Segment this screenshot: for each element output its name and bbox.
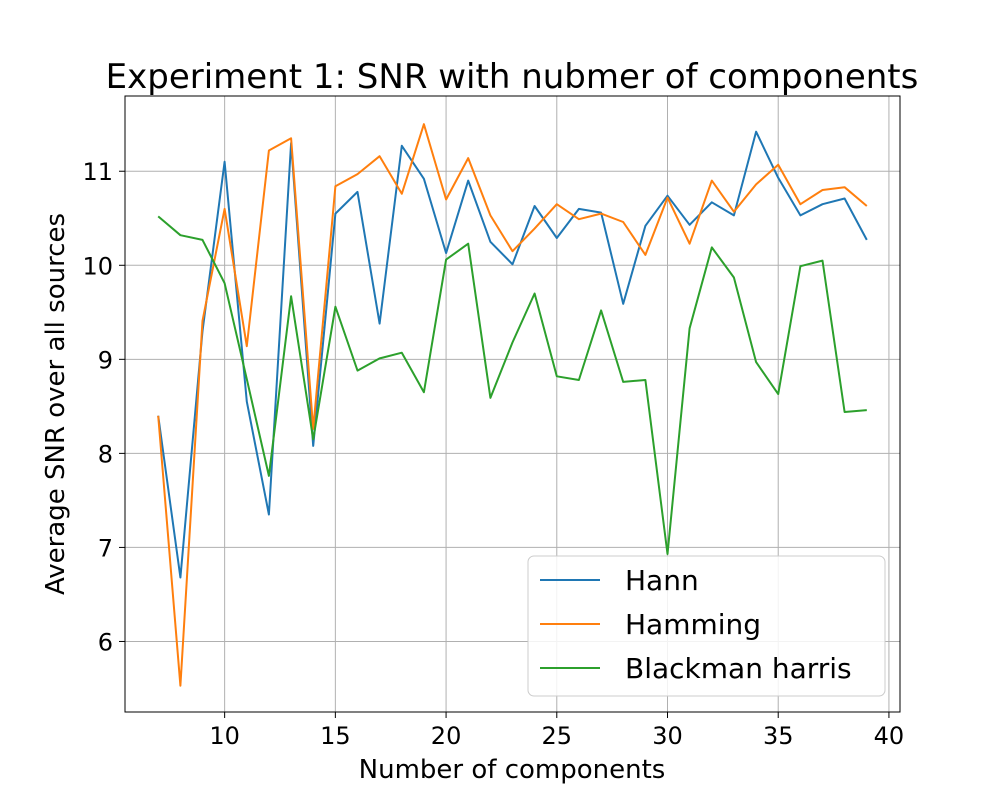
x-tick-label: 25 [542,722,573,750]
x-tick-label: 35 [763,722,794,750]
x-tick-label: 40 [874,722,905,750]
y-tick-label: 10 [82,252,113,280]
x-tick-label: 30 [652,722,683,750]
chart-title: Experiment 1: SNR with nubmer of compone… [106,57,919,97]
legend-label: Hann [625,564,699,597]
series-line-blackman-harris [157,215,867,555]
legend-box [527,555,886,697]
x-axis-label: Number of components [359,755,666,785]
y-tick-label: 11 [82,158,113,186]
series-group [157,123,868,687]
y-tick-label: 8 [98,440,113,468]
series-line-hann [157,130,868,579]
x-tick-label: 15 [320,722,351,750]
x-tick-label: 20 [431,722,462,750]
legend-label: Blackman harris [625,652,852,685]
series-line-hamming [157,123,868,687]
y-tick-label: 9 [98,346,113,374]
y-tick-label: 7 [98,534,113,562]
plot-area-frame [124,95,901,713]
x-tick-label: 10 [209,722,240,750]
y-axis-label: Average SNR over all sources [41,213,71,595]
legend: Hann Hamming Blackman harris [527,555,886,697]
axis-ticks: 10 15 20 25 30 35 40 6 7 8 9 10 11 [82,158,904,750]
legend-label: Hamming [625,608,761,641]
y-tick-label: 6 [98,628,113,656]
